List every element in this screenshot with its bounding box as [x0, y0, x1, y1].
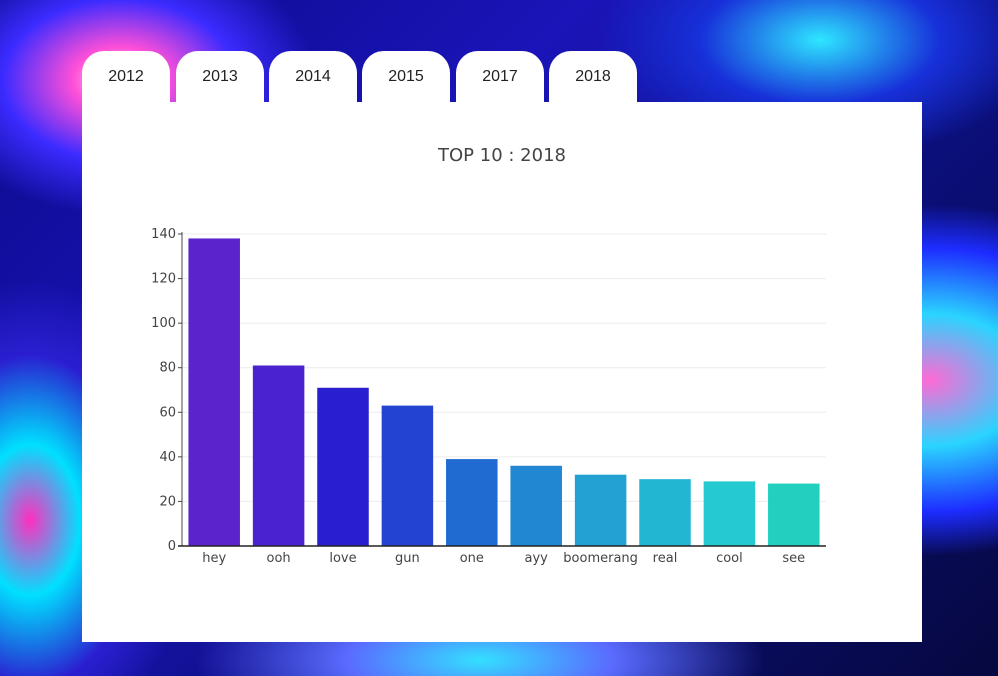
bar-real[interactable] — [639, 479, 691, 546]
x-tick-label: gun — [395, 551, 420, 566]
bar-cool[interactable] — [703, 481, 756, 546]
tab-2012[interactable]: 2012 — [82, 51, 170, 102]
x-tick-label: boomerang — [563, 551, 638, 566]
bar-chart: TOP 10 : 2018 0 20 40 60 80 100 120 140 hey ooh l… — [151, 145, 826, 566]
x-tick-label: real — [653, 551, 678, 566]
x-tick-label: ayy — [525, 551, 549, 566]
y-tick-label: 100 — [151, 316, 176, 331]
bar-ayy[interactable] — [510, 465, 562, 546]
x-tick-label: see — [782, 551, 805, 566]
x-tick-label: one — [460, 551, 484, 566]
tab-2014[interactable]: 2014 — [269, 51, 357, 102]
x-tick-label: love — [329, 551, 356, 566]
bars — [188, 238, 820, 546]
bar-love[interactable] — [317, 387, 369, 546]
y-tick-label: 120 — [151, 272, 176, 287]
y-tick-label: 0 — [168, 539, 176, 554]
tab-2013[interactable]: 2013 — [176, 51, 264, 102]
x-tick-label: ooh — [267, 551, 291, 566]
tab-2017[interactable]: 2017 — [456, 51, 544, 102]
y-tick-label: 80 — [159, 361, 176, 376]
x-tick-label: hey — [202, 551, 226, 566]
bar-boomerang[interactable] — [574, 474, 627, 546]
y-tick-label: 60 — [159, 405, 176, 420]
bar-hey[interactable] — [188, 238, 240, 546]
tab-2015[interactable]: 2015 — [362, 51, 450, 102]
x-tick-label: cool — [716, 551, 743, 566]
chart-panel: TOP 10 : 2018 0 20 40 60 80 100 120 140 hey ooh l… — [82, 102, 922, 642]
y-tick-label: 20 — [159, 494, 176, 509]
bar-ooh[interactable] — [252, 365, 305, 546]
bar-one[interactable] — [446, 459, 498, 546]
bar-see[interactable] — [768, 483, 820, 546]
bar-gun[interactable] — [381, 405, 434, 546]
tab-2018[interactable]: 2018 — [549, 51, 637, 102]
chart-title: TOP 10 : 2018 — [437, 145, 566, 166]
y-tick-label: 140 — [151, 227, 176, 242]
x-axis: hey ooh love gun one ayy boomerang real cool see — [178, 545, 826, 566]
y-tick-label: 40 — [159, 450, 176, 465]
y-axis: 0 20 40 60 80 100 120 140 — [151, 227, 183, 554]
